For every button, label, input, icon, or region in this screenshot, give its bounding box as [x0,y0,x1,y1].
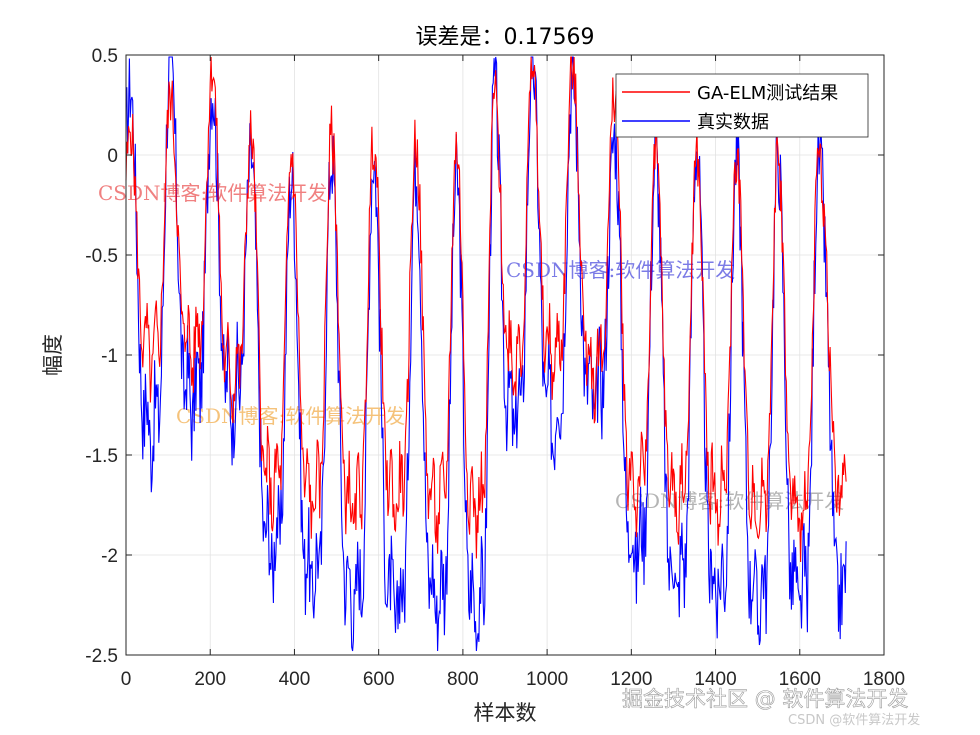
x-tick-label: 200 [194,669,226,690]
x-axis-ticks: 0 200 400 600 800 1000 1200 1400 1600 1800 [121,55,905,690]
x-tick-label: 800 [447,669,479,690]
x-tick-label: 600 [363,669,395,690]
chart-title: 误差是：0.17569 [416,25,595,50]
legend-label-ga-elm: GA-ELM测试结果 [697,83,838,104]
x-tick-label: 1200 [610,669,652,690]
y-tick-label: -1.5 [85,446,118,467]
x-tick-label: 0 [121,669,132,690]
y-axis-label: 幅度 [41,334,65,376]
footer-watermark-small: CSDN @软件算法开发 [788,712,920,728]
watermark-3: CSDN博客:软件算法开发 [176,404,405,428]
y-tick-label: 0 [107,146,118,167]
series-line-ga-elm [125,56,847,563]
x-tick-label: 1400 [694,669,736,690]
series-lines [125,56,847,652]
x-tick-label: 1000 [526,669,568,690]
legend: GA-ELM测试结果 真实数据 [615,73,869,138]
y-tick-label: 0.5 [92,46,118,67]
footer-watermark: 掘金技术社区 @ 软件算法开发 [622,687,908,711]
x-axis-label: 样本数 [474,701,537,725]
x-tick-label: 1800 [863,669,905,690]
y-tick-label: -2 [101,546,118,567]
y-axis-ticks: 0.5 0 -0.5 -1 -1.5 -2 -2.5 [85,46,884,667]
x-tick-label: 400 [279,669,311,690]
y-tick-label: -0.5 [85,246,118,267]
y-tick-label: -2.5 [85,646,118,667]
y-tick-label: -1 [101,346,118,367]
legend-label-real-data: 真实数据 [697,112,769,133]
legend-box [615,73,869,138]
x-tick-label: 1600 [779,669,821,690]
series-line-real-data [125,56,847,652]
